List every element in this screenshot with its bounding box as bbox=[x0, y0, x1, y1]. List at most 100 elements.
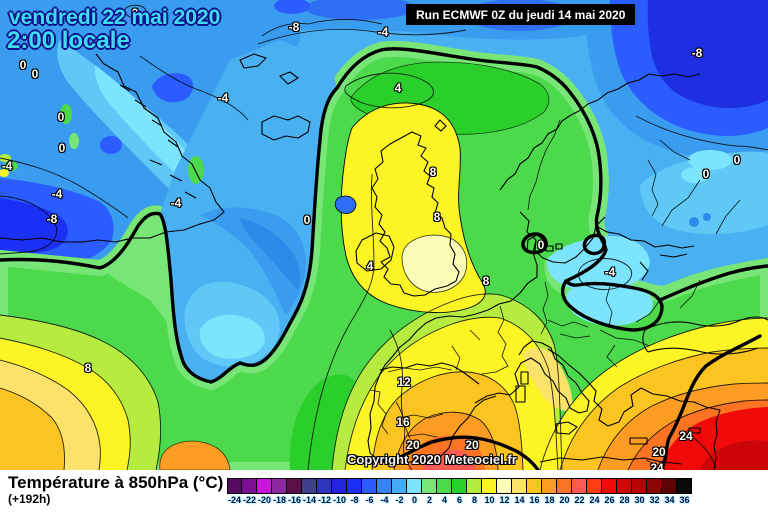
legend-cell: -2 bbox=[392, 478, 407, 505]
legend-cell: -6 bbox=[362, 478, 377, 505]
legend-cell: 14 bbox=[512, 478, 527, 505]
twenty-line-spain bbox=[354, 435, 540, 470]
contour-label: -8 bbox=[288, 20, 300, 34]
temperature-map bbox=[0, 0, 768, 470]
contour-label: 0 bbox=[31, 67, 39, 81]
contour-label: 8 bbox=[482, 274, 490, 288]
legend-cell: -22 bbox=[242, 478, 257, 505]
zero-line-ukraine-loop bbox=[560, 279, 664, 332]
contours-thick bbox=[0, 47, 768, 470]
contour-label: 20 bbox=[465, 438, 479, 452]
contour-label: 0 bbox=[733, 153, 741, 167]
legend-cell: -8 bbox=[347, 478, 362, 505]
legend-cell: 34 bbox=[662, 478, 677, 505]
contour-label: -8 bbox=[46, 212, 58, 226]
ireland-coast bbox=[355, 232, 395, 272]
map-local-time: 2:00 locale bbox=[7, 27, 130, 54]
denmark-coast bbox=[526, 234, 563, 255]
contour-label: -8 bbox=[691, 46, 703, 60]
twenty-line-southeast bbox=[659, 334, 762, 470]
contour-label: 0 bbox=[537, 238, 545, 252]
legend-scale: -24 -22 -20 -18 -16 -14 -12 -10 -8 -6 -4 -2 0 2 4 6 8 10 1… bbox=[227, 478, 692, 505]
sweden-coast bbox=[519, 211, 606, 264]
contour-label: 0 bbox=[131, 6, 139, 20]
legend-cell: 0 bbox=[407, 478, 422, 505]
copyright-watermark: Copyright 2020 Meteociel.fr bbox=[347, 452, 517, 467]
legend-cell: -18 bbox=[272, 478, 287, 505]
legend-cell: -14 bbox=[302, 478, 317, 505]
contour-label: 0 bbox=[19, 58, 27, 72]
legend-cell: -24 bbox=[227, 478, 242, 505]
contour-label: -4 bbox=[170, 196, 182, 210]
anatolia-coast bbox=[640, 387, 721, 470]
contour-label: 0 bbox=[57, 110, 65, 124]
contour-label: 4 bbox=[394, 81, 402, 95]
legend-cell: 20 bbox=[557, 478, 572, 505]
coastlines bbox=[0, 53, 768, 470]
legend-cell: 32 bbox=[647, 478, 662, 505]
contour-label: 8 bbox=[433, 210, 441, 224]
legend-title: Température à 850hPa (°C) bbox=[8, 473, 224, 492]
country-borders bbox=[369, 119, 741, 438]
iberia-north-coast bbox=[379, 362, 480, 385]
italy-coast bbox=[514, 340, 590, 414]
legend-cell: 36 bbox=[677, 478, 692, 505]
zero-loop-denmark bbox=[521, 232, 548, 255]
contour-label: 0 bbox=[303, 213, 311, 227]
uk-warm-core bbox=[340, 102, 486, 313]
contour-label: 20 bbox=[652, 445, 666, 459]
legend-cell: -12 bbox=[317, 478, 332, 505]
contour-label: 16 bbox=[396, 415, 410, 429]
contour-label: -4 bbox=[1, 159, 13, 173]
map-date: vendredi 22 mai 2020 bbox=[9, 6, 221, 29]
contour-label: 0 bbox=[702, 167, 710, 181]
legend-panel: Température à 850hPa (°C) (+192h) -24 -22… bbox=[0, 470, 768, 512]
legend-cell: 26 bbox=[602, 478, 617, 505]
run-info-box: Run ECMWF 0Z du jeudi 14 mai 2020 bbox=[406, 4, 636, 25]
zero-line-east bbox=[658, 264, 768, 302]
contour-label: -4 bbox=[377, 25, 389, 39]
contour-label: -4 bbox=[604, 265, 616, 279]
contour-label: 8 bbox=[429, 165, 437, 179]
greenland-coast bbox=[0, 53, 225, 243]
contour-label: 8 bbox=[84, 361, 92, 375]
legend-cell: 18 bbox=[542, 478, 557, 505]
balkan-coast bbox=[547, 348, 642, 427]
legend-cell: 22 bbox=[572, 478, 587, 505]
blacksea-coast bbox=[642, 316, 768, 355]
nafrica-coast bbox=[539, 456, 683, 465]
legend-cell: 12 bbox=[497, 478, 512, 505]
biscay-iberia-coast bbox=[367, 317, 497, 465]
legend-cell: 10 bbox=[482, 478, 497, 505]
med-france-coast bbox=[474, 386, 520, 404]
contour-label: 24 bbox=[679, 429, 693, 443]
uk-coast bbox=[371, 131, 460, 297]
legend-cell: -16 bbox=[287, 478, 302, 505]
norway-coast bbox=[499, 73, 701, 191]
iceland-coast bbox=[261, 115, 311, 141]
legend-cell: 2 bbox=[422, 478, 437, 505]
contour-label: 4 bbox=[366, 259, 374, 273]
svalbard-coast bbox=[239, 53, 299, 85]
left-edge-specks bbox=[0, 104, 204, 184]
legend-cell: 28 bbox=[617, 478, 632, 505]
contour-label: 20 bbox=[406, 438, 420, 452]
legend-cell: 6 bbox=[452, 478, 467, 505]
contour-label: 0 bbox=[58, 141, 66, 155]
legend-cell: 8 bbox=[467, 478, 482, 505]
legend-cell: 24 bbox=[587, 478, 602, 505]
map-canvas[interactable]: 0 0 0 0 0 -4 -4 -8 -4 -4 -8 -4 4 0 4 8 8 8 0 -4 -8 0 0 8 12 16 20 2… bbox=[0, 0, 768, 474]
run-info-label: Run ECMWF 0Z du jeudi 14 mai 2020 bbox=[416, 7, 626, 22]
cold-tongue bbox=[160, 40, 357, 382]
zero-line-main bbox=[0, 47, 608, 384]
legend-cell: -20 bbox=[257, 478, 272, 505]
zero-loop-sweden bbox=[582, 233, 607, 256]
contours-thin bbox=[0, 4, 768, 470]
legend-cell: 4 bbox=[437, 478, 452, 505]
legend-cell: 16 bbox=[527, 478, 542, 505]
legend-cell: 30 bbox=[632, 478, 647, 505]
legend-cell: -10 bbox=[332, 478, 347, 505]
contour-label: 12 bbox=[397, 375, 411, 389]
channel-coast bbox=[435, 239, 538, 319]
